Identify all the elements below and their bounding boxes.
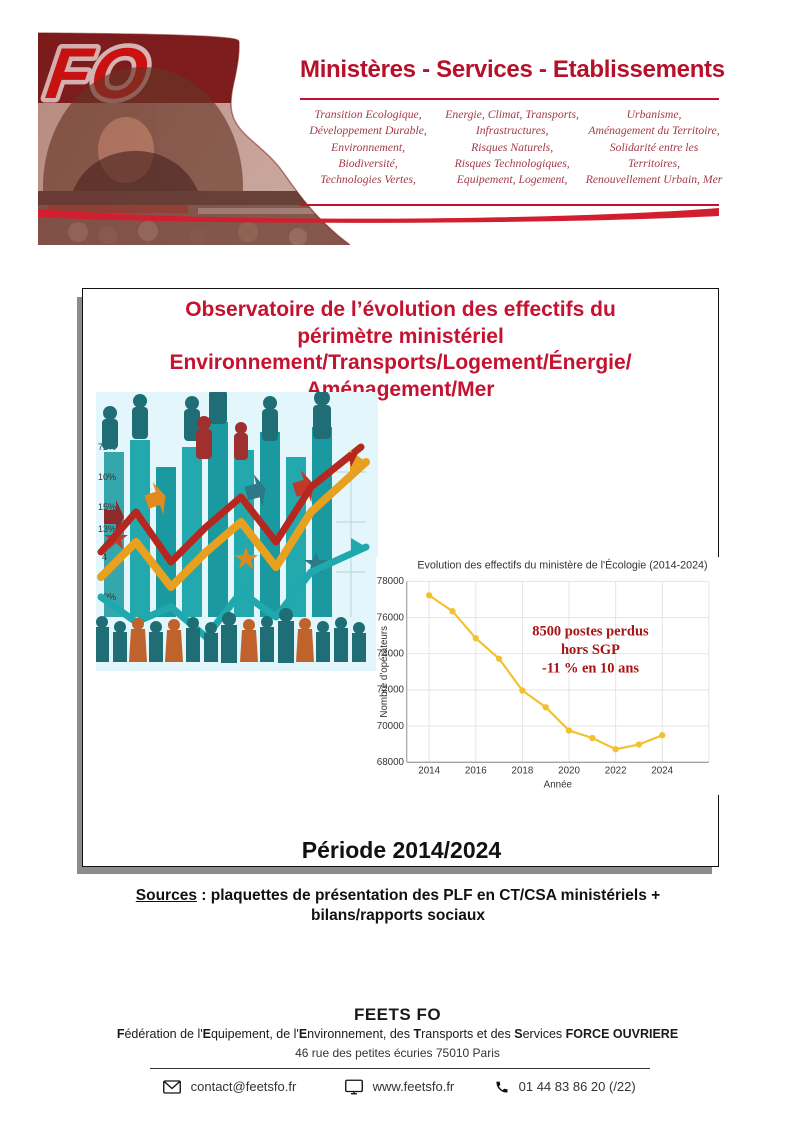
svg-text:Evolution des effectifs du min: Evolution des effectifs du ministère de … — [417, 558, 707, 571]
svg-text:2024: 2024 — [651, 765, 673, 776]
svg-text:10%: 10% — [98, 472, 116, 482]
svg-text:2018: 2018 — [512, 765, 534, 776]
svg-text:hors SGP: hors SGP — [561, 642, 620, 658]
svg-text:Année: Année — [544, 779, 572, 790]
svg-text:68000: 68000 — [377, 757, 405, 768]
svg-text:2022: 2022 — [605, 765, 627, 776]
svg-text:76000: 76000 — [377, 612, 405, 623]
svg-text:Nombre d'opérateurs: Nombre d'opérateurs — [379, 626, 390, 718]
svg-text:8500 postes perdus: 8500 postes perdus — [532, 623, 649, 639]
svg-text:13%: 13% — [98, 524, 116, 534]
svg-text:78000: 78000 — [377, 576, 405, 587]
svg-text:70000: 70000 — [377, 721, 405, 732]
svg-text:2014: 2014 — [418, 765, 440, 776]
svg-text:2020: 2020 — [558, 765, 580, 776]
svg-text:-11 % en 10 ans: -11 % en 10 ans — [542, 661, 639, 677]
svg-text:2016: 2016 — [465, 765, 487, 776]
